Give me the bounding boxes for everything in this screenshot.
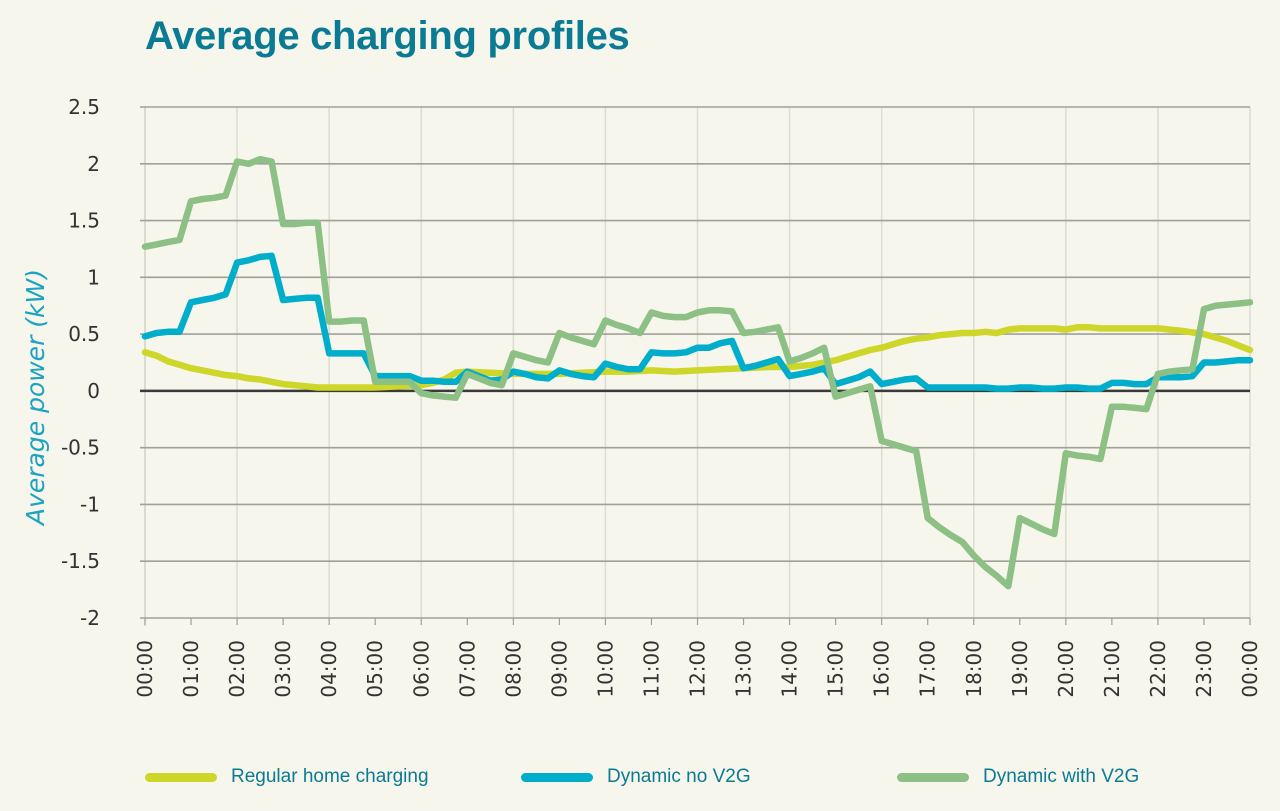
series-line-dynamic-no-v2g: [141, 252, 1254, 392]
legend-swatch-regular: [145, 772, 217, 782]
x-tick-label: 04:00: [317, 640, 341, 698]
x-tick-label: 09:00: [547, 640, 571, 698]
x-tick-label: 07:00: [455, 640, 479, 698]
legend-item-dynamic-with-v2g[interactable]: Dynamic with V2G: [897, 766, 1139, 788]
x-tick-label: 02:00: [225, 640, 249, 698]
y-tick-label: -2: [80, 606, 100, 630]
x-tick-label: 19:00: [1008, 640, 1032, 698]
legend-swatch-dynamic-with-v2g: [897, 772, 969, 782]
x-tick-label: 08:00: [501, 640, 525, 698]
series-line-dynamic-with-v2g: [141, 155, 1254, 590]
x-tick-label: 16:00: [870, 640, 894, 698]
x-tick-label: 00:00: [133, 640, 157, 698]
x-tick-label: 05:00: [363, 640, 387, 698]
x-tick-label: 17:00: [916, 640, 940, 698]
y-tick-label: 2: [87, 152, 100, 176]
legend-item-dynamic-no-v2g[interactable]: Dynamic no V2G: [521, 766, 751, 788]
x-tick-label: 22:00: [1146, 640, 1170, 698]
x-tick-label: 11:00: [639, 640, 663, 698]
chart-title: Average charging profiles: [145, 14, 630, 58]
x-tick-label: 14:00: [778, 640, 802, 698]
x-tick-label: 13:00: [732, 640, 756, 698]
y-tick-label: -1.5: [61, 549, 100, 573]
y-tick-label: 2.5: [68, 95, 100, 119]
x-tick-label: 10:00: [593, 640, 617, 698]
legend: Regular home charging Dynamic no V2G Dyn…: [0, 766, 1280, 796]
x-tick-label: 21:00: [1100, 640, 1124, 698]
y-tick-label: 0.5: [68, 322, 100, 346]
series-line-regular-home-charging: [141, 324, 1254, 391]
y-tick-label: -0.5: [61, 436, 100, 460]
x-tick-label: 12:00: [686, 640, 710, 698]
y-tick-label: 1: [87, 265, 100, 289]
gridlines: [140, 106, 1251, 626]
x-tick-label: 06:00: [409, 640, 433, 698]
y-tick-label: 0: [87, 379, 100, 403]
y-tick-label: 1.5: [68, 209, 100, 233]
x-tick-label: 00:00: [1238, 640, 1262, 698]
line-chart: 2.5 2 1.5 1 0.5 0 -0.5 -1 -1.5 -2 00:00 01:00 02:00…: [21, 95, 1262, 698]
y-tick-label: -1: [80, 492, 100, 516]
series-lines: [141, 155, 1254, 590]
x-tick-label: 15:00: [824, 640, 848, 698]
x-tick-label: 18:00: [962, 640, 986, 698]
x-tick-label: 01:00: [179, 640, 203, 698]
legend-label: Regular home charging: [231, 766, 429, 787]
y-axis-label: Average power (kW): [21, 269, 50, 527]
y-axis-ticks: 2.5 2 1.5 1 0.5 0 -0.5 -1 -1.5 -2: [61, 95, 100, 630]
x-tick-label: 23:00: [1192, 640, 1216, 698]
x-axis-ticks: 00:00 01:00 02:00 03:00 04:00 05:00 06:00 07:00…: [133, 618, 1262, 698]
x-tick-label: 03:00: [271, 640, 295, 698]
legend-item-regular[interactable]: Regular home charging: [145, 766, 429, 788]
legend-label: Dynamic with V2G: [983, 766, 1140, 787]
x-tick-label: 20:00: [1054, 640, 1078, 698]
legend-swatch-dynamic-no-v2g: [521, 772, 593, 782]
legend-label: Dynamic no V2G: [607, 766, 751, 787]
